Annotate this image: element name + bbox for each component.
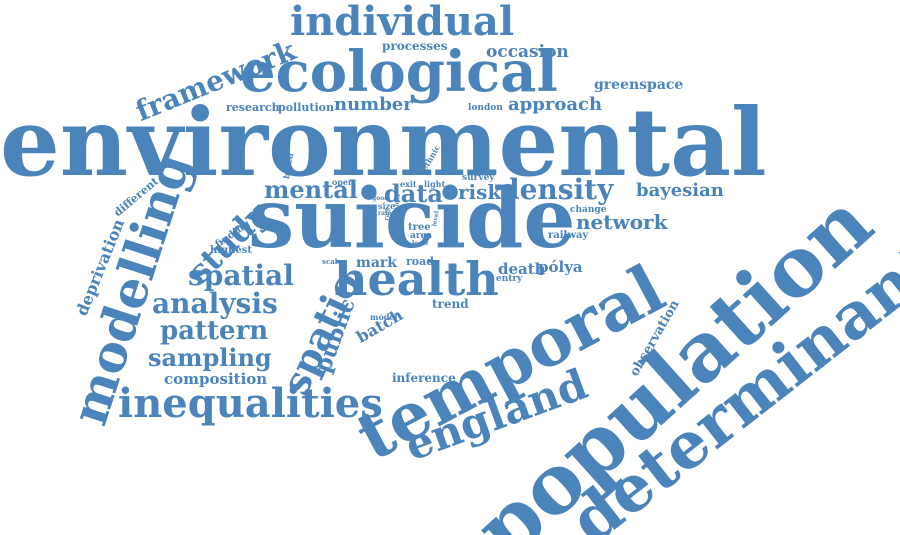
word-risk: risk	[458, 180, 502, 204]
word-occasion: occasion	[486, 42, 569, 62]
word-research: research	[226, 101, 280, 114]
word-tree: tree	[408, 222, 431, 233]
word-area: area	[410, 231, 433, 241]
word-environmental: environmental	[0, 88, 767, 198]
word-railway: railway	[548, 230, 589, 241]
word-sampling: sampling	[148, 343, 272, 372]
word-model: model	[370, 312, 398, 322]
word-network: network	[576, 210, 668, 234]
word-data: data	[384, 179, 443, 208]
word-scale: scale	[322, 257, 342, 266]
word-trend: trend	[432, 297, 469, 311]
word-processes: processes	[382, 39, 448, 53]
word-health: health	[334, 252, 499, 306]
word-number: number	[334, 94, 413, 115]
word-death: death	[498, 260, 546, 278]
word-inference: inference	[392, 371, 456, 385]
word-exit: exit	[400, 179, 417, 189]
word-london: london	[468, 103, 503, 113]
word-pattern: pattern	[160, 316, 269, 346]
word-bayesian: bayesian	[636, 180, 724, 201]
word-greenspace: greenspace	[594, 77, 684, 93]
word-entry: entry	[496, 274, 523, 284]
word-mark: mark	[356, 255, 397, 271]
word-highest: highest	[210, 245, 252, 256]
word-size: size	[378, 201, 396, 211]
word-spatial: spatial	[188, 259, 294, 292]
word-ecological: ecological	[240, 39, 558, 105]
word-suicide: suicide	[248, 171, 576, 267]
word-mental: mental	[264, 175, 358, 204]
word-density: density	[500, 173, 614, 206]
word-open: open	[332, 177, 354, 187]
word-road: road	[406, 255, 434, 268]
word-analysis: analysis	[152, 287, 278, 320]
word-inequalities: inequalities	[118, 380, 383, 427]
word-good: good	[372, 195, 389, 202]
word-pollution: pollution	[278, 101, 334, 114]
word-local: local	[412, 240, 429, 247]
word-survey: survey	[462, 173, 495, 183]
word-light: light	[424, 179, 446, 189]
word-change: change	[570, 205, 607, 215]
word-rate: rate	[378, 210, 392, 217]
word-composition: composition	[164, 370, 268, 388]
word-individual: individual	[290, 0, 515, 45]
word-polya: pólya	[538, 258, 583, 276]
word-approach: approach	[508, 94, 603, 115]
